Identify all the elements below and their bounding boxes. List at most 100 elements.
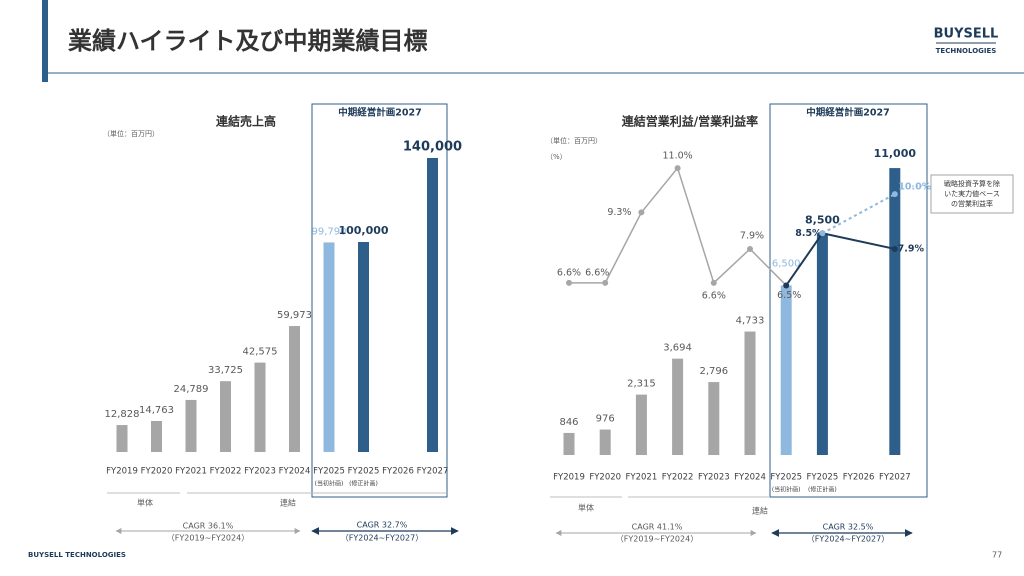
logo: BUYSELL — [934, 27, 999, 42]
line-label: 7.9% — [898, 243, 925, 254]
value-label: 2,796 — [699, 366, 728, 377]
value-label: 42,575 — [243, 347, 278, 358]
line-point — [710, 279, 717, 286]
page-number: 77 — [992, 551, 1002, 560]
unit: （単位：百万円） — [546, 136, 602, 145]
line-point — [783, 282, 790, 289]
bar — [635, 394, 647, 455]
bar — [672, 358, 684, 455]
value-label: 12,828 — [105, 409, 140, 420]
chart-title: 連結売上高 — [216, 114, 276, 129]
bar — [708, 382, 720, 455]
cagr-period: （FY2024~FY2027） — [807, 535, 889, 544]
group-label: 単体 — [578, 503, 594, 513]
x-tick-note: (当初計画) — [315, 480, 344, 488]
line — [821, 193, 896, 235]
line-point — [674, 165, 681, 172]
bar — [323, 242, 335, 452]
group-label: 単体 — [137, 498, 153, 508]
cagr-period: （FY2024~FY2027） — [341, 534, 423, 543]
line-label: 8.5% — [795, 228, 822, 239]
line-point — [602, 279, 609, 286]
value-label: 2,315 — [627, 379, 656, 390]
cagr-label: CAGR 41.1% — [632, 523, 683, 532]
value-label: 4,733 — [736, 316, 765, 327]
cagr-label: CAGR 32.5% — [823, 523, 874, 532]
plan-label: 中期経営計画2027 — [806, 107, 889, 119]
x-tick-label: FY2024 — [279, 467, 311, 477]
value-label: 140,000 — [403, 140, 462, 155]
x-tick-label: FY2026 — [382, 467, 414, 477]
plan-box — [769, 103, 928, 498]
slide-title: 業績ハイライト及び中期業績目標 — [68, 27, 428, 55]
header-accent — [42, 0, 48, 82]
x-tick-label: FY2025 — [770, 473, 802, 483]
x-tick-label: FY2021 — [175, 467, 207, 477]
unit: （単位：百万円） — [103, 129, 159, 138]
line-point — [891, 245, 898, 252]
x-tick-note: (当初計画) — [772, 486, 801, 494]
line-label: 6.5% — [777, 290, 801, 301]
x-tick-label: FY2021 — [626, 473, 658, 483]
x-tick-label: FY2020 — [589, 473, 621, 483]
value-label: 976 — [596, 414, 615, 425]
value-label: 33,725 — [208, 365, 243, 376]
line-label: 10.0% — [898, 182, 931, 193]
value-label: 11,000 — [874, 147, 917, 160]
plan-box — [311, 103, 448, 498]
bar — [254, 362, 266, 452]
bar — [289, 326, 300, 452]
value-label: 6,500 — [772, 258, 801, 269]
bar — [185, 399, 197, 452]
line-label: 6.6% — [585, 267, 609, 278]
annotation: いた実力値ベース — [944, 189, 1000, 198]
bar — [220, 381, 231, 452]
line-point — [819, 230, 826, 237]
x-tick-label: FY2022 — [662, 473, 694, 483]
value-label: 100,000 — [338, 224, 388, 237]
cagr-period: （FY2019~FY2024） — [167, 534, 249, 543]
cagr-label: CAGR 32.7% — [357, 521, 408, 530]
x-tick-label: FY2019 — [106, 467, 138, 477]
value-label: 8,500 — [805, 213, 840, 226]
bar — [599, 429, 611, 455]
value-label: 59,973 — [277, 310, 312, 321]
annotation: の営業利益率 — [951, 199, 993, 208]
chart-title: 連結営業利益/営業利益率 — [622, 114, 758, 129]
value-label: 99,790 — [312, 226, 347, 237]
x-tick-label: FY2027 — [879, 473, 911, 483]
x-tick-label: FY2025 — [807, 473, 839, 483]
x-tick-label: FY2023 — [698, 473, 730, 483]
bar — [816, 233, 828, 455]
footer-company: BUYSELL TECHNOLOGIES — [28, 551, 126, 559]
group-label: 連結 — [280, 498, 296, 508]
cagr-period: （FY2019~FY2024） — [616, 535, 698, 544]
annotation-box — [930, 174, 1014, 214]
bar — [889, 168, 901, 456]
cagr-label: CAGR 36.1% — [183, 522, 234, 531]
value-label: 3,694 — [663, 343, 692, 354]
x-tick-label: FY2024 — [734, 473, 766, 483]
line-label: 7.9% — [740, 230, 764, 241]
bar — [427, 158, 438, 452]
bar — [563, 432, 575, 455]
line-label: 6.6% — [702, 290, 726, 301]
bar — [151, 420, 162, 452]
bar — [744, 331, 756, 455]
x-tick-label: FY2022 — [210, 467, 242, 477]
line-point — [638, 209, 645, 216]
x-tick-label: FY2026 — [843, 473, 875, 483]
line-label: 9.3% — [607, 207, 631, 218]
line-point — [891, 191, 898, 198]
line-label: 6.6% — [557, 267, 581, 278]
x-tick-label: FY2025 — [313, 467, 345, 477]
line-point — [747, 245, 753, 252]
annotation: 戦略投資予算を除 — [944, 179, 1000, 188]
x-tick-label: FY2027 — [417, 467, 449, 477]
x-tick-label: FY2020 — [141, 467, 173, 477]
unit: （%） — [546, 153, 567, 161]
line — [785, 232, 896, 287]
bar — [358, 242, 369, 452]
plan-label: 中期経営計画2027 — [338, 107, 421, 119]
